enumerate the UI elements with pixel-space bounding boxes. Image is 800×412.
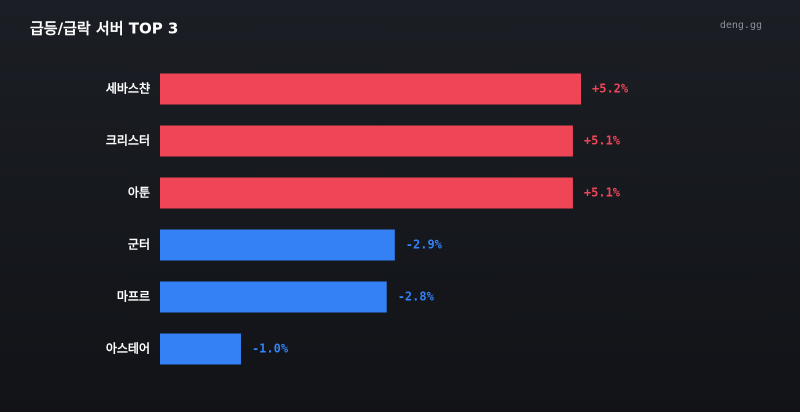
value-label: +5.1% — [584, 134, 621, 148]
category-label: 마프르 — [117, 289, 150, 304]
source: deng.gg — [720, 20, 762, 31]
category-label: 세바스챤 — [106, 81, 150, 96]
bar — [160, 229, 395, 261]
category-label: 군터 — [128, 237, 150, 252]
value-label: +5.2% — [592, 82, 629, 96]
chart-title: 급등/급락 서버 TOP 3 — [30, 20, 178, 38]
bar — [160, 73, 581, 105]
value-label: -2.8% — [398, 290, 435, 304]
value-label: -2.9% — [406, 238, 443, 252]
bar — [160, 177, 573, 209]
bar — [160, 281, 387, 313]
bar — [160, 333, 241, 365]
value-label: +5.1% — [584, 186, 621, 200]
category-label: 아스테어 — [106, 341, 150, 356]
value-label: -1.0% — [252, 342, 289, 356]
bar — [160, 125, 573, 157]
category-label: 아툰 — [128, 185, 150, 200]
category-label: 크리스터 — [106, 133, 150, 148]
